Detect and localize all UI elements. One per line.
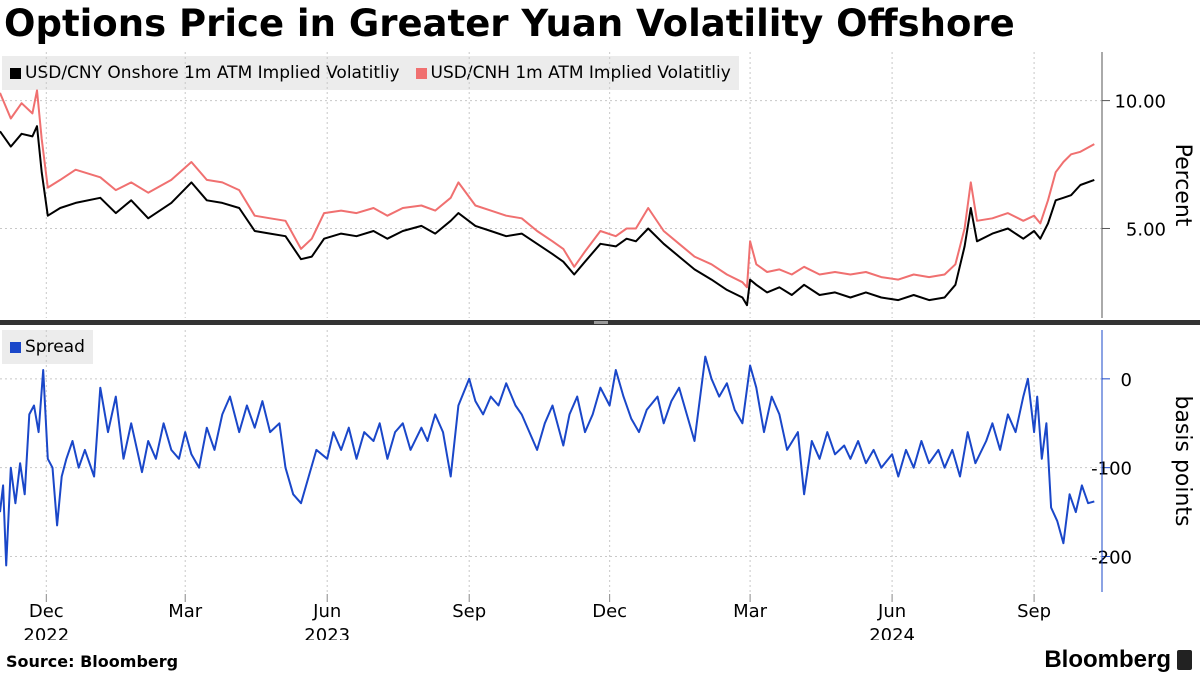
x-year-label-0: 2022 xyxy=(23,625,69,640)
legend-item-onshore: USD/CNY Onshore 1m ATM Implied Volatitli… xyxy=(10,63,400,83)
legend-swatch-spread xyxy=(10,341,21,353)
x-tick-label-5: Mar xyxy=(733,601,768,622)
legend-item-spread: Spread xyxy=(10,337,85,357)
legend-swatch-offshore xyxy=(415,67,427,79)
chart-title: Options Price in Greater Yuan Volatility… xyxy=(4,2,1015,45)
legend-label-onshore: USD/CNY Onshore 1m ATM Implied Volatitli… xyxy=(25,63,400,83)
x-tick-label-6: Jun xyxy=(877,601,906,622)
bloomberg-mark-icon xyxy=(1177,650,1192,670)
x-tick-label-7: Sep xyxy=(1017,601,1051,622)
series-line-0-1 xyxy=(0,89,1095,289)
y-tick-label-1-0: 0 xyxy=(1121,370,1132,391)
source-note: Source: Bloomberg xyxy=(6,652,179,671)
legend-label-offshore: USD/CNH 1m ATM Implied Volatitliy xyxy=(430,63,731,83)
x-tick-label-4: Dec xyxy=(592,601,627,622)
x-tick-label-1: Mar xyxy=(168,601,203,622)
legend-label-spread: Spread xyxy=(25,337,85,357)
legend-spread: Spread xyxy=(2,330,93,364)
legend-swatch-onshore xyxy=(10,67,21,79)
legend-volatility: USD/CNY Onshore 1m ATM Implied Volatitli… xyxy=(2,56,739,90)
x-tick-label-0: Dec xyxy=(29,601,64,622)
y-axis-title-1: basis points xyxy=(1170,395,1195,526)
y-tick-label-1-1: -100 xyxy=(1091,459,1132,480)
y-tick-label-0-0: 5.00 xyxy=(1126,219,1166,240)
y-tick-label-1-2: -200 xyxy=(1091,547,1132,568)
y-tick-label-0-1: 10.00 xyxy=(1114,92,1166,113)
series-line-0-0 xyxy=(0,125,1095,307)
brand-logo: Bloomberg xyxy=(1044,646,1192,674)
brand-name: Bloomberg xyxy=(1044,646,1171,673)
series-line-1-0 xyxy=(0,355,1095,567)
x-year-label-1: 2023 xyxy=(304,625,350,640)
x-tick-label-2: Jun xyxy=(312,601,341,622)
chart-canvas: Dec Mar Jun Sep Dec Mar Jun Sep 2022 2023 2024 5.00… xyxy=(0,52,1200,640)
y-axis-title-0: Percent xyxy=(1170,144,1195,227)
x-tick-label-3: Sep xyxy=(452,601,486,622)
panel-divider-grip-icon xyxy=(594,321,608,324)
x-year-label-2: 2024 xyxy=(869,625,915,640)
legend-item-offshore: USD/CNH 1m ATM Implied Volatitliy xyxy=(415,63,731,83)
